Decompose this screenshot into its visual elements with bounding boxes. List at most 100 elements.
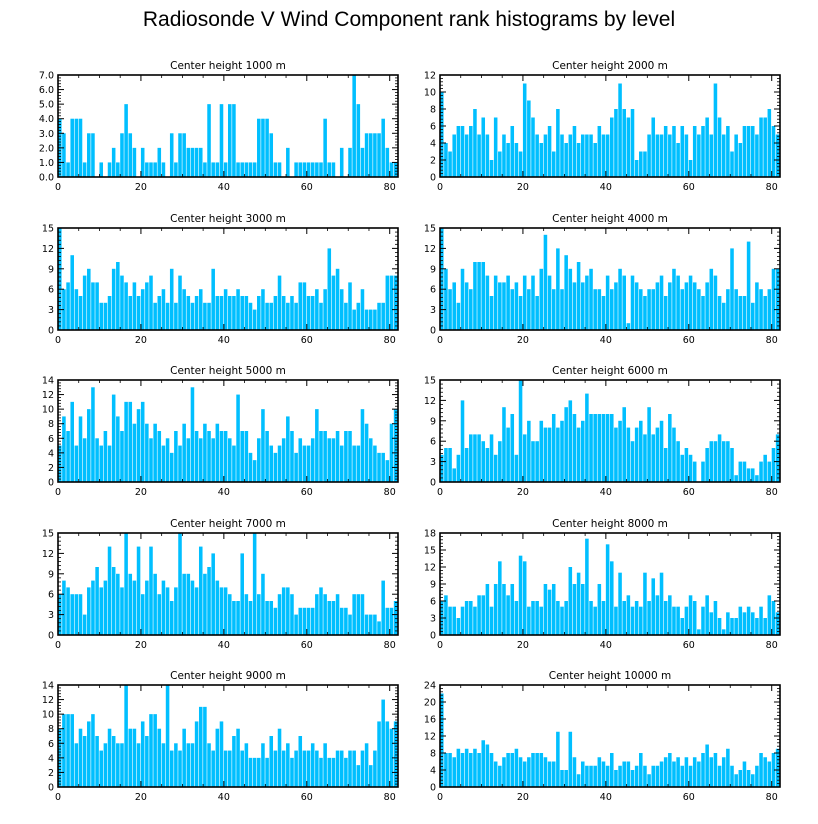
histogram-bar bbox=[551, 414, 556, 482]
histogram-bar bbox=[99, 445, 104, 482]
histogram-bar bbox=[518, 380, 523, 482]
histogram-bar bbox=[601, 134, 606, 177]
x-tick-label: 20 bbox=[517, 792, 529, 803]
x-tick-label: 80 bbox=[384, 487, 396, 498]
histogram-bar bbox=[556, 601, 560, 635]
histogram-bar bbox=[659, 420, 664, 482]
histogram-bar bbox=[775, 612, 780, 635]
histogram-bar bbox=[281, 296, 286, 330]
histogram-bar bbox=[66, 714, 70, 787]
histogram-bar bbox=[319, 162, 323, 177]
histogram-bar bbox=[190, 743, 195, 787]
histogram-bar bbox=[527, 606, 531, 635]
histogram-bar bbox=[651, 434, 656, 482]
histogram-bar bbox=[389, 162, 394, 177]
y-tick-label: 12 bbox=[42, 244, 54, 255]
y-tick-label: 3 bbox=[48, 610, 54, 621]
histogram-bar bbox=[339, 289, 344, 330]
histogram-bar bbox=[161, 445, 166, 482]
histogram-bar bbox=[149, 438, 153, 482]
histogram-bar bbox=[339, 445, 344, 482]
histogram-bar bbox=[82, 614, 87, 635]
histogram-bar bbox=[771, 753, 776, 787]
histogram-bar bbox=[510, 753, 515, 787]
histogram-bar bbox=[576, 143, 581, 177]
histogram-bar bbox=[585, 275, 589, 330]
histogram-bar bbox=[539, 143, 544, 177]
histogram-bar bbox=[78, 594, 83, 635]
histogram-bar bbox=[734, 134, 738, 177]
histogram-bar bbox=[721, 757, 726, 787]
histogram-bar bbox=[140, 401, 145, 482]
histogram-bar bbox=[709, 757, 714, 787]
histogram-bar bbox=[493, 761, 498, 787]
histogram-bar bbox=[298, 162, 303, 177]
histogram-bar bbox=[701, 461, 705, 482]
histogram-bar bbox=[560, 420, 564, 482]
histogram-bar bbox=[364, 133, 369, 177]
histogram-bar bbox=[572, 282, 577, 330]
histogram-bar bbox=[485, 448, 490, 482]
histogram-bar bbox=[74, 594, 79, 635]
histogram-bar bbox=[153, 714, 157, 787]
x-tick-label: 60 bbox=[683, 182, 695, 193]
histogram-bar bbox=[676, 606, 680, 635]
histogram-bar bbox=[647, 601, 651, 635]
histogram-bar bbox=[70, 594, 74, 635]
histogram-bar bbox=[273, 607, 278, 635]
histogram-bar bbox=[203, 706, 207, 787]
histogram-bar bbox=[498, 151, 502, 177]
histogram-bar bbox=[194, 147, 199, 177]
histogram-bar bbox=[207, 431, 211, 482]
histogram-bar bbox=[481, 262, 486, 330]
histogram-bar bbox=[697, 289, 701, 330]
histogram-bar bbox=[257, 296, 261, 330]
panel-title: Center height 9000 m bbox=[170, 670, 286, 682]
histogram-bar bbox=[522, 434, 527, 482]
y-tick-label: 6 bbox=[430, 285, 436, 296]
histogram-bar bbox=[746, 241, 751, 330]
histogram-bar bbox=[663, 296, 668, 330]
histogram-bar bbox=[178, 445, 182, 482]
histogram-bar bbox=[128, 133, 133, 177]
histogram-bar bbox=[111, 147, 116, 177]
histogram-bar bbox=[597, 757, 602, 787]
histogram-bar bbox=[742, 761, 747, 787]
histogram-bar bbox=[323, 118, 327, 177]
histogram-bar bbox=[319, 302, 323, 330]
histogram-bar bbox=[389, 728, 394, 787]
plot-frame bbox=[439, 227, 781, 331]
histogram-bar bbox=[684, 757, 689, 787]
histogram-bar bbox=[551, 289, 556, 330]
histogram-bar bbox=[136, 743, 141, 787]
histogram-bar bbox=[750, 774, 755, 787]
histogram-bar bbox=[165, 302, 170, 330]
histogram-bar bbox=[576, 262, 581, 330]
y-tick-label: 18 bbox=[424, 529, 436, 540]
histogram-bar bbox=[157, 431, 162, 482]
y-tick-label: 14 bbox=[42, 376, 54, 387]
histogram-bar bbox=[327, 248, 332, 330]
histogram-bar bbox=[589, 414, 593, 482]
histogram-bar bbox=[506, 595, 510, 635]
histogram-bar bbox=[688, 454, 693, 482]
histogram-bar bbox=[639, 606, 643, 635]
histogram-bar bbox=[186, 743, 191, 787]
y-tick-label: 10 bbox=[42, 405, 54, 416]
histogram-bar bbox=[99, 587, 104, 635]
panel-6: Center height 6000 m 0 3 6 9 12 15 0 20 40 60 80 bbox=[424, 365, 781, 498]
histogram-bar bbox=[721, 302, 726, 330]
histogram-bar bbox=[763, 296, 767, 330]
histogram-bar bbox=[228, 750, 232, 787]
histogram-bar bbox=[634, 160, 639, 177]
histogram-bar bbox=[331, 275, 336, 330]
histogram-bar bbox=[717, 434, 722, 482]
histogram-bar bbox=[614, 282, 618, 330]
histogram-bar bbox=[763, 117, 767, 177]
histogram-bar bbox=[730, 151, 734, 177]
y-tick-label: 15 bbox=[424, 224, 436, 235]
histogram-bar bbox=[223, 162, 228, 177]
histogram-bar bbox=[385, 721, 390, 787]
histogram-bar bbox=[672, 427, 676, 482]
histogram-bar bbox=[393, 721, 398, 787]
